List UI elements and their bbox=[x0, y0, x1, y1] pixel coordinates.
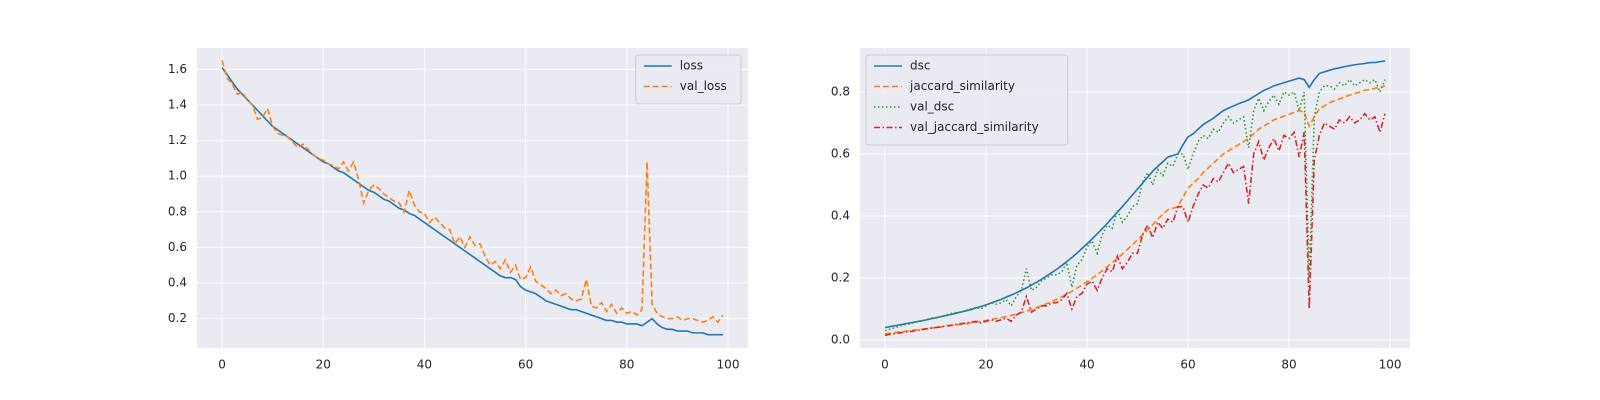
x-tick-label: 40 bbox=[417, 358, 432, 372]
x-tick-label: 60 bbox=[1180, 358, 1195, 372]
x-tick-label: 20 bbox=[316, 358, 331, 372]
legend: dsc jaccard_similarity val_dsc val_jaccard_… bbox=[865, 54, 1069, 146]
series-line bbox=[221, 67, 723, 336]
x-tick-label: 0 bbox=[218, 358, 226, 372]
x-tick-label: 60 bbox=[518, 358, 533, 372]
legend-box bbox=[865, 54, 1069, 146]
y-tick-label: 0.4 bbox=[168, 276, 187, 290]
x-tick-label: 40 bbox=[1079, 358, 1094, 372]
series-line bbox=[884, 85, 1386, 335]
x-tick-label: 80 bbox=[619, 358, 634, 372]
y-tick-label: 0.8 bbox=[831, 85, 850, 99]
legend-label: loss bbox=[680, 59, 703, 73]
y-tick-label: 1.2 bbox=[168, 133, 187, 147]
y-tick-label: 0.8 bbox=[168, 204, 187, 218]
legend-label: val_loss bbox=[680, 79, 727, 93]
legend-label: dsc bbox=[910, 59, 930, 73]
x-tick-label: 20 bbox=[978, 358, 993, 372]
legend-label: jaccard_similarity bbox=[909, 79, 1015, 93]
series-line bbox=[884, 112, 1386, 337]
y-tick-label: 1.6 bbox=[168, 62, 187, 76]
legend-label: val_dsc bbox=[910, 100, 954, 114]
y-tick-label: 0.2 bbox=[831, 270, 850, 284]
y-tick-label: 0.6 bbox=[831, 146, 850, 160]
x-tick-label: 100 bbox=[717, 358, 740, 372]
y-tick-label: 0.0 bbox=[831, 332, 850, 346]
y-tick-label: 1.4 bbox=[168, 97, 187, 111]
x-tick-label: 0 bbox=[881, 358, 889, 372]
y-tick-label: 0.6 bbox=[168, 240, 187, 254]
x-tick-label: 100 bbox=[1379, 358, 1402, 372]
series-line bbox=[884, 60, 1386, 329]
y-tick-label: 0.4 bbox=[831, 208, 850, 222]
y-tick-label: 1.0 bbox=[168, 169, 187, 183]
x-tick-label: 80 bbox=[1281, 358, 1296, 372]
legend-box bbox=[635, 54, 742, 105]
y-tick-label: 0.2 bbox=[168, 311, 187, 325]
legend-label: val_jaccard_similarity bbox=[910, 120, 1039, 134]
legend: loss val_loss bbox=[635, 54, 742, 105]
